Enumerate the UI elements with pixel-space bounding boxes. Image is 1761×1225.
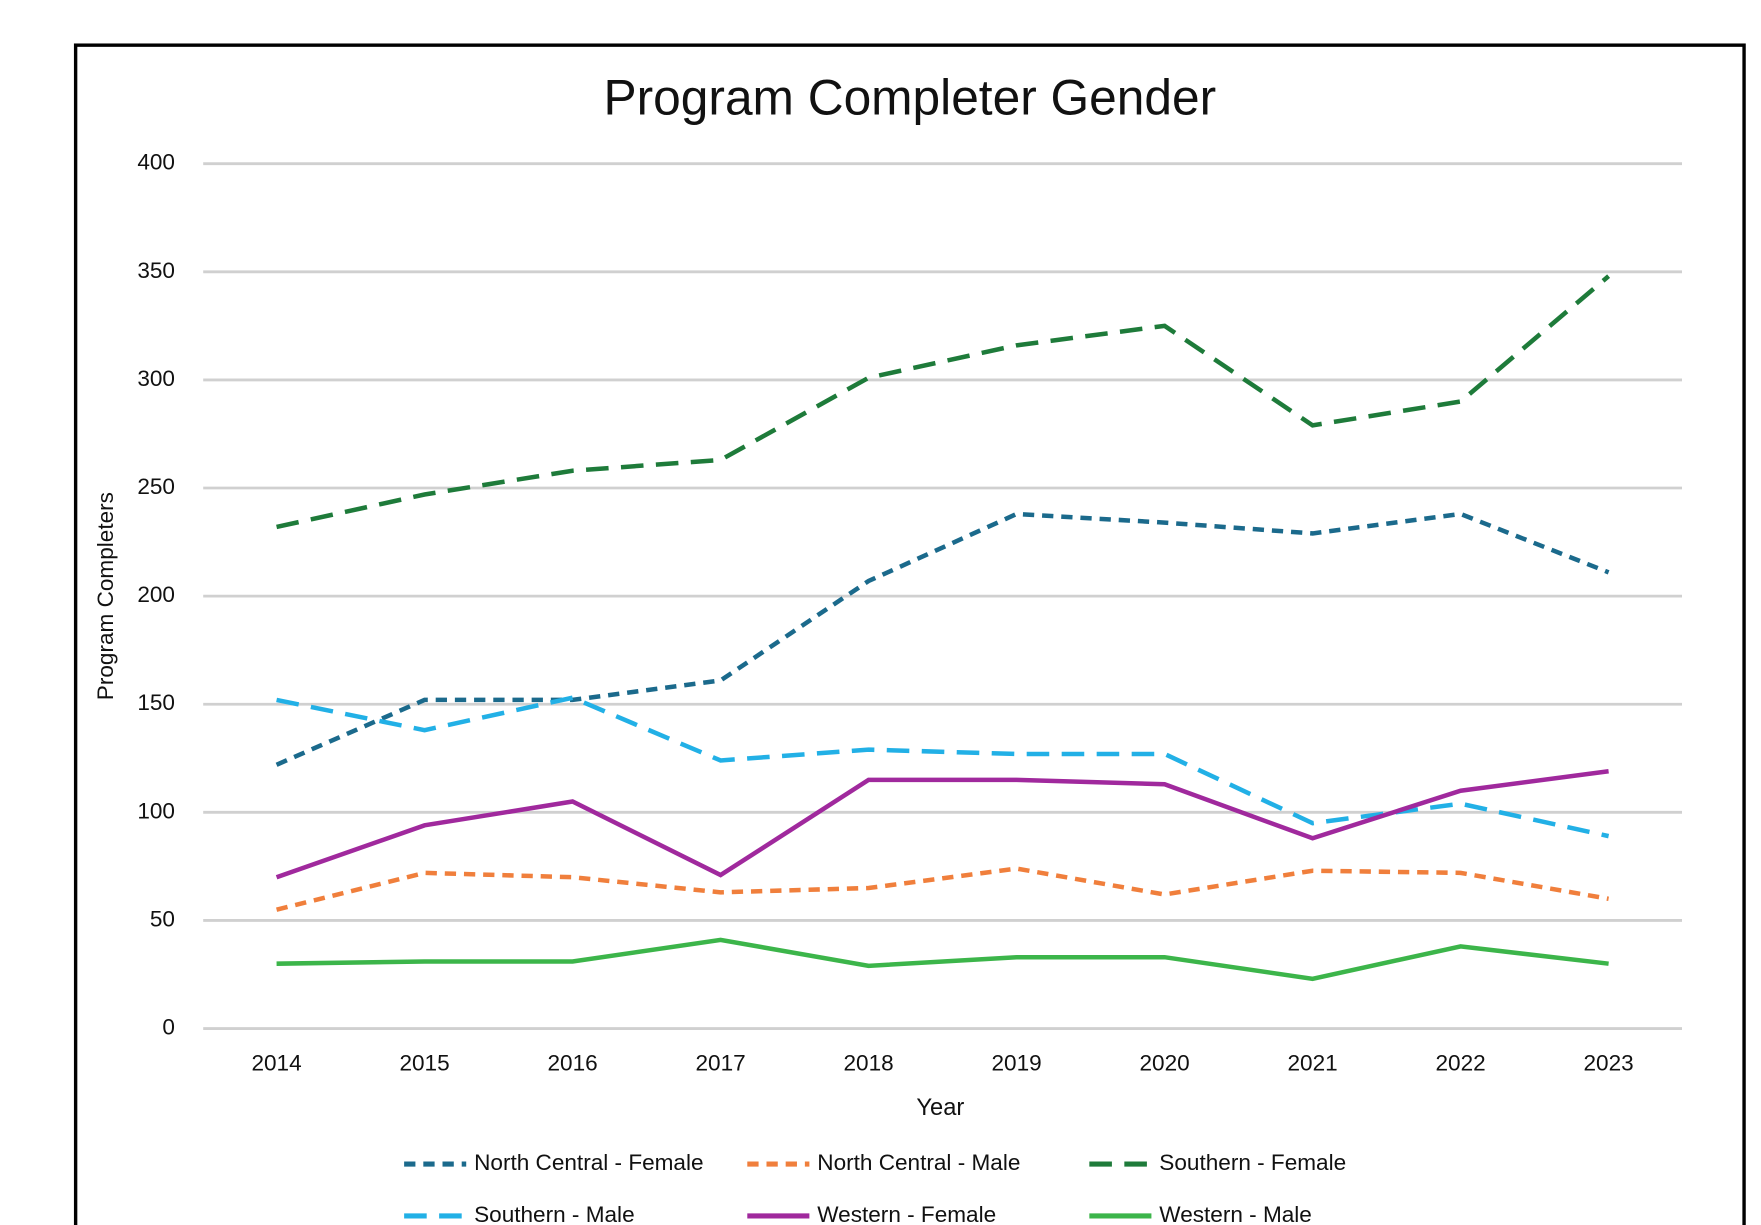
chart-title: Program Completer Gender: [604, 70, 1217, 126]
legend-label: North Central - Male: [817, 1150, 1020, 1175]
legend-label: Western - Male: [1159, 1202, 1312, 1225]
x-tick-label: 2022: [1436, 1051, 1486, 1076]
x-tick-label: 2017: [695, 1051, 745, 1076]
y-tick-label: 400: [137, 150, 175, 175]
legend-label: Southern - Female: [1159, 1150, 1346, 1175]
y-tick-label: 300: [137, 366, 175, 391]
x-tick-label: 2021: [1287, 1051, 1337, 1076]
legend-label: Southern - Male: [474, 1202, 635, 1225]
x-tick-label: 2018: [843, 1051, 893, 1076]
series-line: [276, 866, 1609, 912]
y-tick-label: 250: [137, 474, 175, 499]
chart-frame: [73, 43, 1746, 1225]
x-tick-label: 2016: [547, 1051, 597, 1076]
x-tick-label: 2015: [399, 1051, 449, 1076]
series-line: [275, 769, 1609, 880]
series-line: [276, 937, 1609, 982]
y-tick-label: 100: [137, 798, 175, 823]
y-axis-label: Program Completers: [93, 492, 118, 700]
series-line: [276, 695, 1610, 839]
y-tick-label: 150: [137, 690, 175, 715]
x-tick-label: 2023: [1584, 1051, 1634, 1076]
y-tick-label: 350: [137, 258, 175, 283]
series-line: [276, 274, 1611, 530]
x-axis-label: Year: [916, 1095, 964, 1121]
x-tick-label: 2014: [251, 1051, 301, 1076]
y-tick-label: 0: [162, 1015, 175, 1040]
y-tick-label: 200: [137, 582, 175, 607]
legend-label: North Central - Female: [474, 1150, 703, 1175]
x-tick-label: 2020: [1139, 1051, 1189, 1076]
legend-label: Western - Female: [817, 1202, 996, 1225]
y-tick-label: 50: [150, 906, 175, 931]
x-tick-label: 2019: [991, 1051, 1041, 1076]
series-line: [275, 511, 1610, 767]
